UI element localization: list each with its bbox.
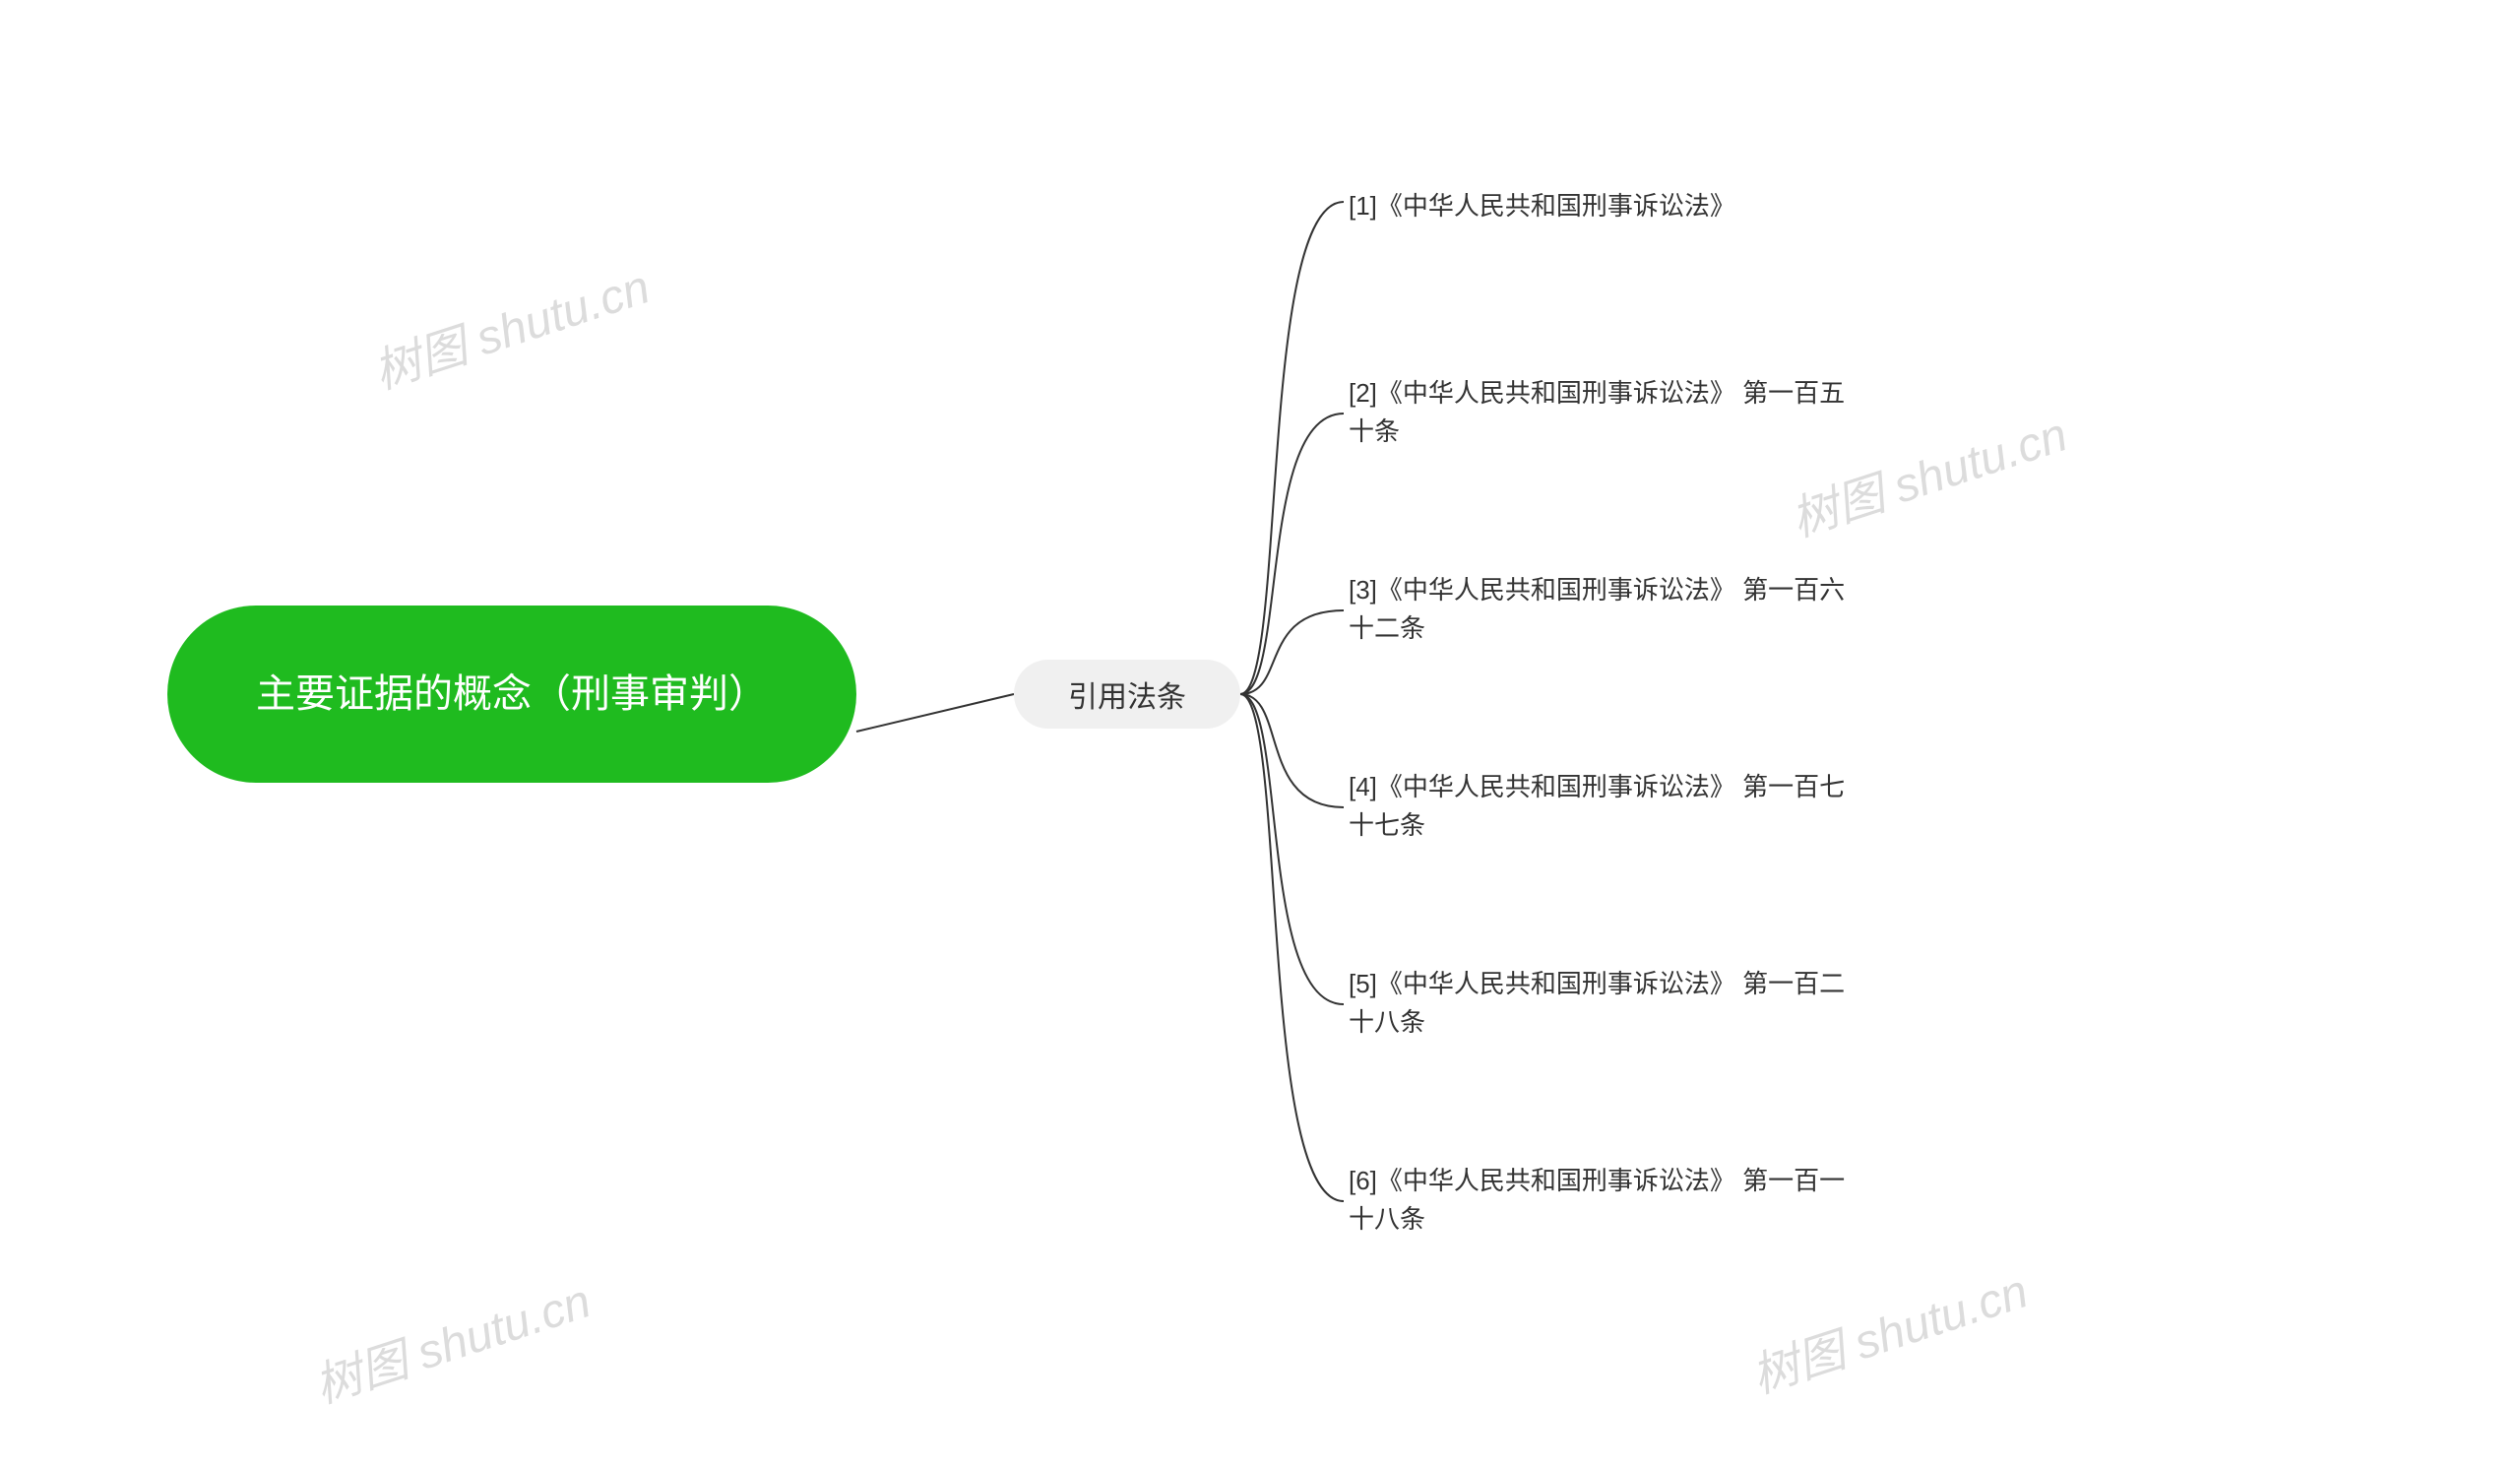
mindmap-leaf-node: [5]《中华人民共和国刑事诉讼法》 第一百二十八条 bbox=[1349, 965, 1860, 1042]
watermark-text: 树图 shutu.cn bbox=[363, 248, 657, 402]
watermark-text: 树图 shutu.cn bbox=[304, 1262, 598, 1416]
mindmap-leaf-node: [4]《中华人民共和国刑事诉讼法》 第一百七十七条 bbox=[1349, 768, 1860, 845]
watermark-text: 树图 shutu.cn bbox=[1741, 1252, 2035, 1406]
mindmap-leaf-label: [2]《中华人民共和国刑事诉讼法》 第一百五十条 bbox=[1349, 378, 1845, 446]
mindmap-leaf-label: [4]《中华人民共和国刑事诉讼法》 第一百七十七条 bbox=[1349, 772, 1845, 840]
mindmap-leaf-node: [3]《中华人民共和国刑事诉讼法》 第一百六十二条 bbox=[1349, 571, 1860, 648]
mindmap-leaf-label: [5]《中华人民共和国刑事诉讼法》 第一百二十八条 bbox=[1349, 969, 1845, 1037]
mindmap-sub-node: 引用法条 bbox=[1014, 660, 1240, 729]
mindmap-leaf-label: [1]《中华人民共和国刑事诉讼法》 bbox=[1349, 191, 1735, 221]
mindmap-leaf-node: [1]《中华人民共和国刑事诉讼法》 bbox=[1349, 187, 1735, 225]
mindmap-leaf-node: [6]《中华人民共和国刑事诉讼法》 第一百一十八条 bbox=[1349, 1162, 1860, 1239]
mindmap-leaf-label: [6]《中华人民共和国刑事诉讼法》 第一百一十八条 bbox=[1349, 1166, 1845, 1234]
mindmap-sub-label: 引用法条 bbox=[1068, 672, 1186, 716]
mindmap-root-label: 主要证据的概念（刑事审判） bbox=[256, 666, 768, 723]
mindmap-leaf-label: [3]《中华人民共和国刑事诉讼法》 第一百六十二条 bbox=[1349, 575, 1845, 643]
mindmap-root-node: 主要证据的概念（刑事审判） bbox=[167, 606, 856, 783]
mindmap-leaf-node: [2]《中华人民共和国刑事诉讼法》 第一百五十条 bbox=[1349, 374, 1860, 451]
